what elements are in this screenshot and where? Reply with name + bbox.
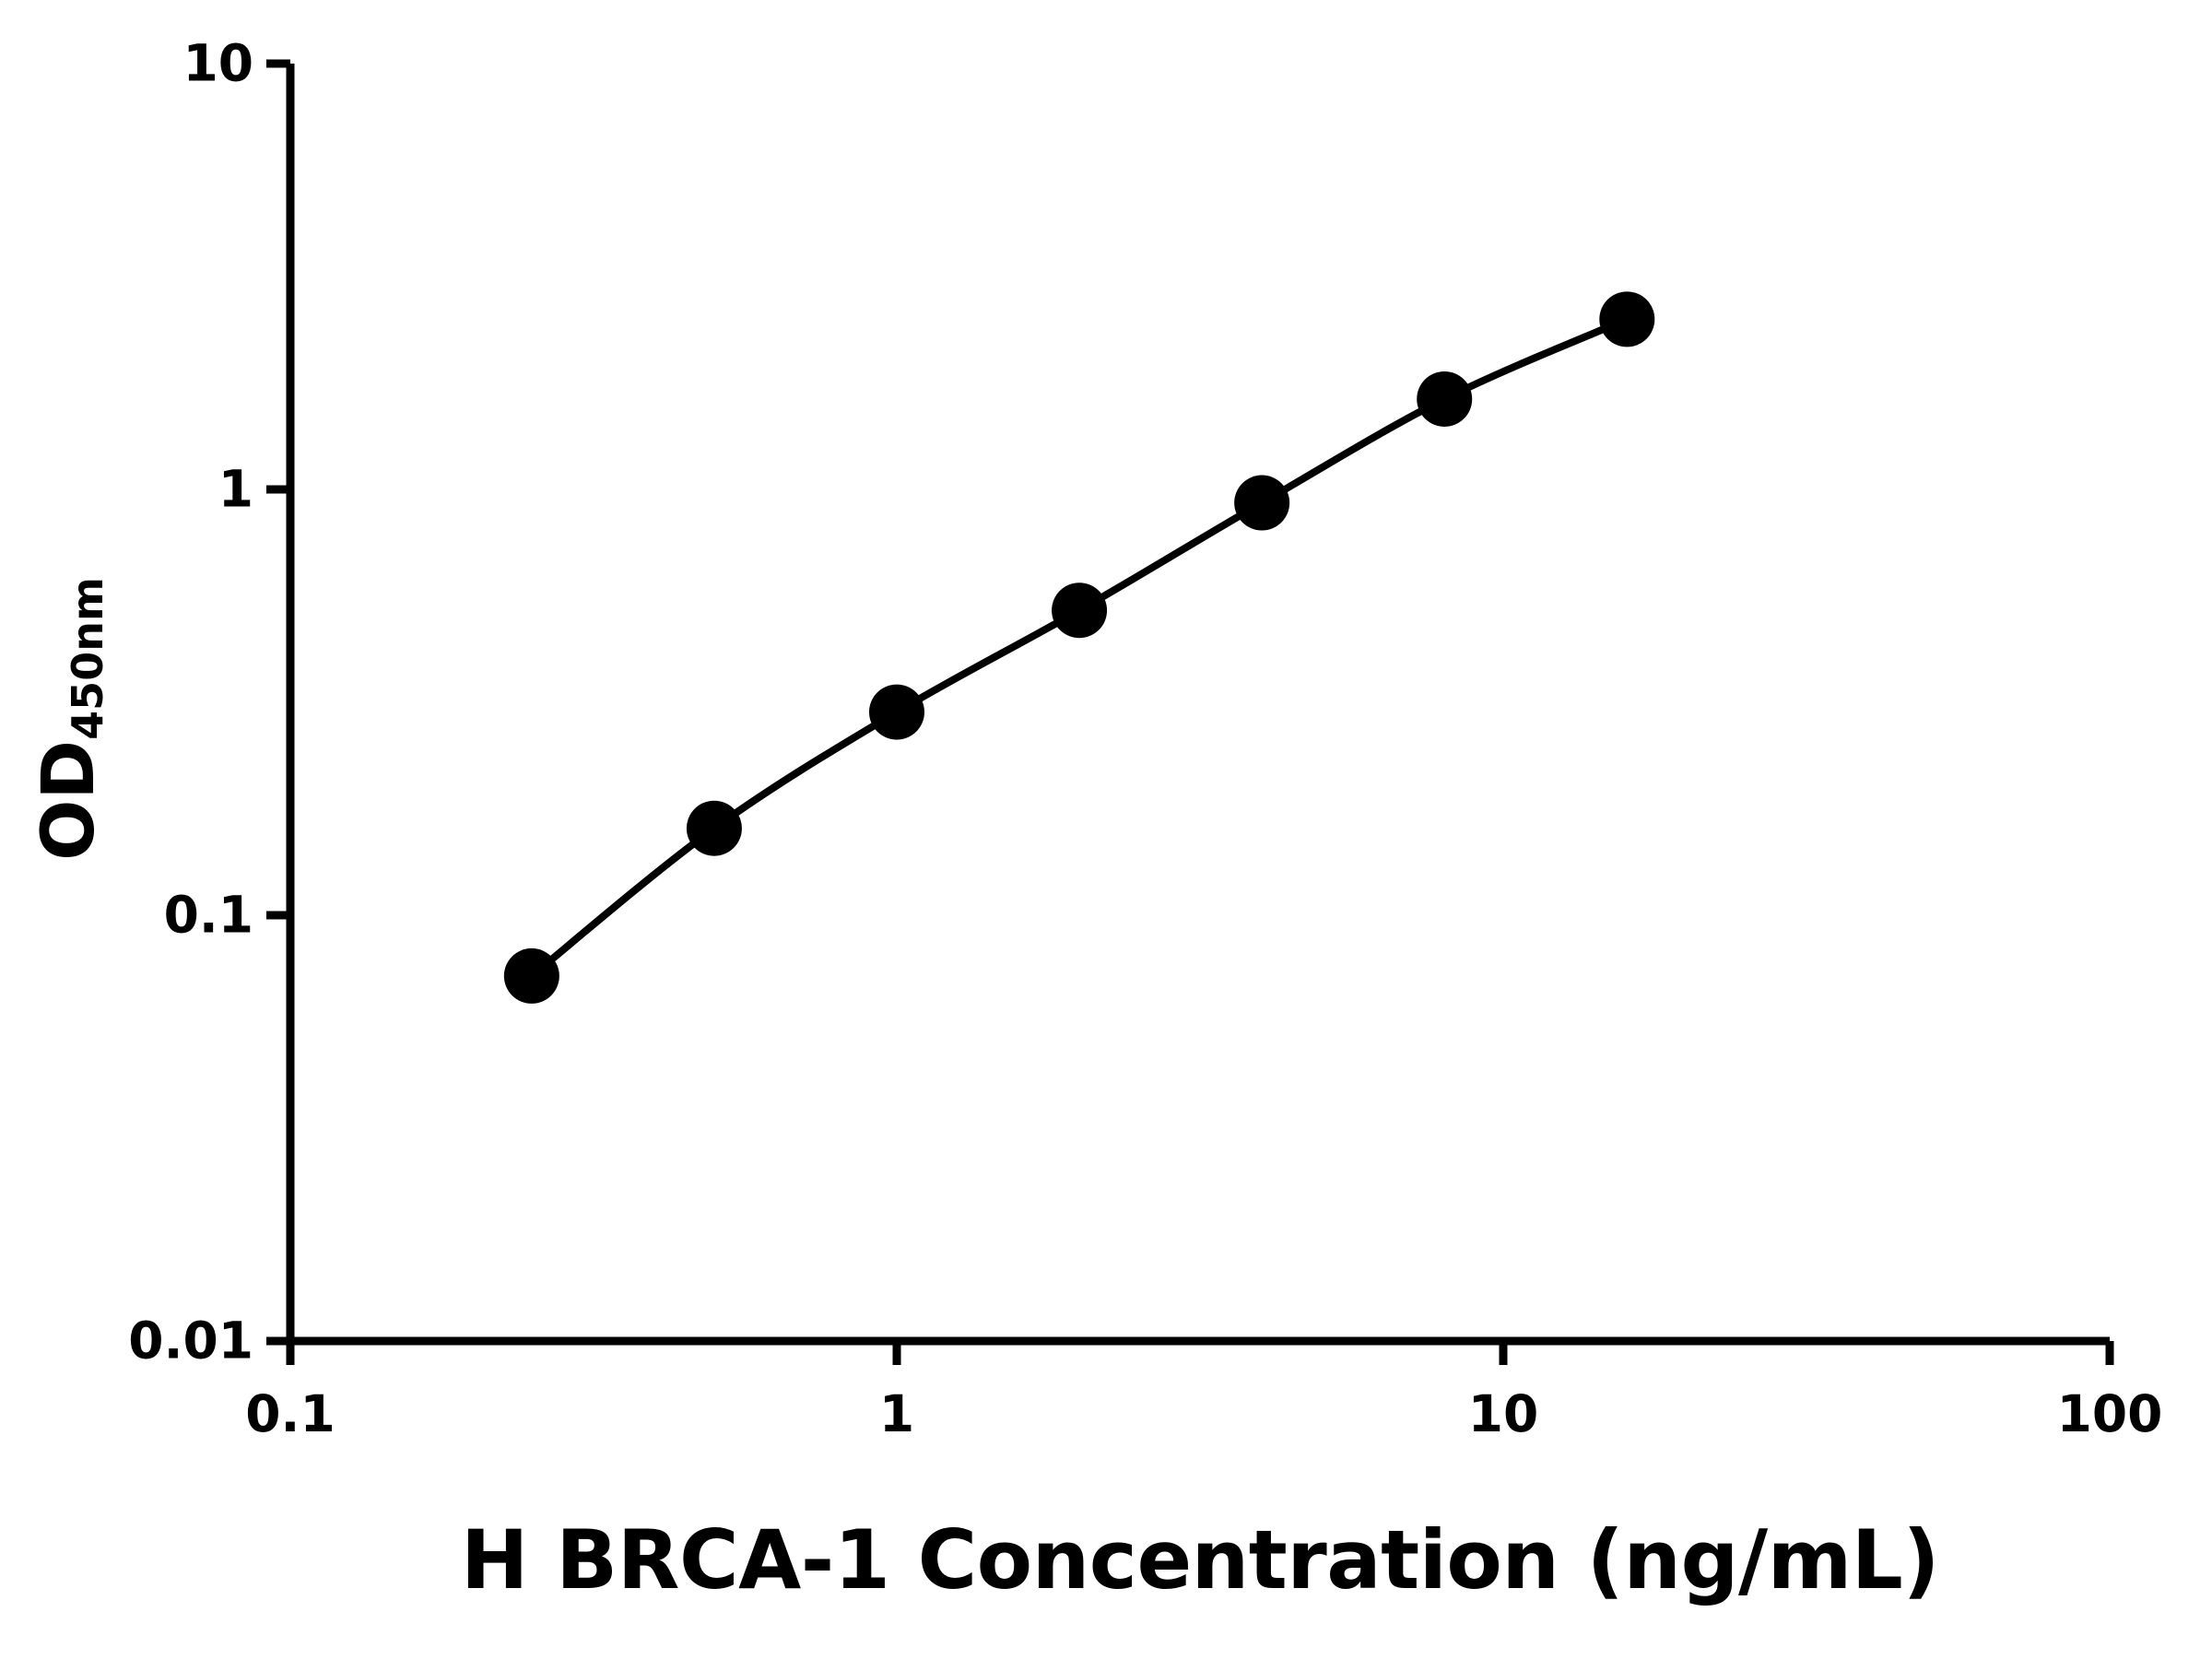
- data-point-marker: [503, 947, 559, 1004]
- x-axis-tick-label: 10: [1467, 1384, 1539, 1443]
- x-axis-tick-label: 0.1: [245, 1384, 335, 1443]
- y-axis-tick-label: 0.1: [163, 885, 253, 945]
- y-axis-title: OD450nm: [28, 577, 112, 861]
- x-axis-tick-label: 100: [2056, 1384, 2163, 1443]
- data-point-marker: [1599, 291, 1655, 347]
- axis-ticks: [266, 59, 2114, 1365]
- axis-spines: [270, 64, 2110, 1361]
- data-point-marker: [686, 800, 742, 856]
- y-axis-tick-label: 10: [182, 33, 253, 93]
- data-point-marker: [869, 684, 924, 740]
- y-axis-tick-label: 0.01: [128, 1311, 253, 1371]
- data-point-marker: [1417, 371, 1473, 427]
- data-point-marker: [1052, 582, 1108, 639]
- x-axis-title: H BRCA-1 Concentration (ng/mL): [460, 1512, 1940, 1607]
- y-axis-tick-label: 1: [218, 459, 253, 519]
- series-markers: [503, 291, 1655, 1004]
- y-axis-title-subscript: 450nm: [63, 577, 112, 740]
- y-axis-title-main: OD: [28, 739, 111, 861]
- x-axis-tick-label: 1: [878, 1384, 915, 1443]
- data-point-marker: [1234, 475, 1290, 531]
